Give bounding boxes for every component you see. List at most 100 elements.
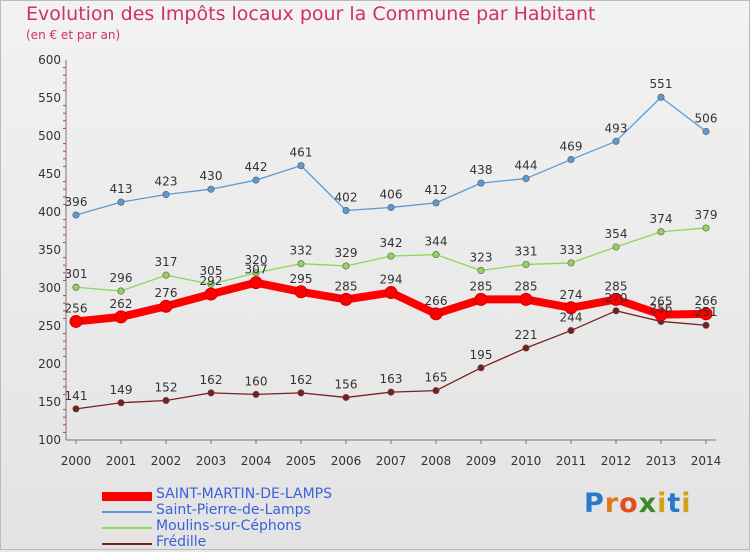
data-point (702, 321, 710, 329)
data-label: 270 (605, 291, 628, 305)
data-point (432, 199, 440, 207)
data-point (612, 137, 620, 145)
data-label: 295 (290, 272, 313, 286)
legend-swatch (102, 511, 152, 513)
data-label: 444 (515, 159, 538, 173)
data-point (117, 287, 125, 295)
data-point (564, 301, 578, 315)
logo-letter: o (619, 488, 639, 519)
data-label: 342 (380, 236, 403, 250)
data-point (477, 179, 485, 187)
logo-letter: P (584, 488, 605, 519)
legend-label: SAINT-MARTIN-DE-LAMPS (156, 486, 332, 502)
data-point (297, 389, 305, 397)
data-label: 274 (560, 288, 583, 302)
data-point (522, 344, 530, 352)
data-label: 438 (470, 163, 493, 177)
data-point (207, 280, 215, 288)
data-point (567, 156, 575, 164)
data-label: 344 (425, 235, 448, 249)
data-point (207, 185, 215, 193)
data-point (117, 198, 125, 206)
data-label: 265 (650, 295, 673, 309)
data-point (654, 308, 668, 322)
x-tick-label: 2006 (331, 454, 362, 468)
data-label: 374 (650, 212, 673, 226)
data-point (69, 314, 83, 328)
data-point (474, 292, 488, 306)
data-point (342, 262, 350, 270)
data-label: 301 (65, 267, 88, 281)
data-label: 493 (605, 121, 628, 135)
x-tick-label: 2010 (511, 454, 542, 468)
y-tick-label: 400 (38, 205, 61, 219)
x-tick-label: 2001 (106, 454, 137, 468)
data-label: 285 (335, 279, 358, 293)
chart-title: Evolution des Impôts locaux pour la Comm… (26, 3, 596, 25)
data-label: 323 (470, 251, 493, 265)
data-label: 305 (200, 264, 223, 278)
data-label: 256 (65, 301, 88, 315)
data-point (72, 283, 80, 291)
data-point (207, 389, 215, 397)
y-tick-label: 350 (38, 243, 61, 257)
data-label: 354 (605, 227, 628, 241)
data-point (117, 399, 125, 407)
logo-letter: i (657, 488, 668, 519)
data-point (162, 396, 170, 404)
data-point (567, 327, 575, 335)
data-label: 320 (245, 253, 268, 267)
data-label: 332 (290, 244, 313, 258)
data-point (72, 405, 80, 413)
data-label: 430 (200, 169, 223, 183)
data-label: 412 (425, 183, 448, 197)
data-point (567, 259, 575, 267)
data-label: 329 (335, 246, 358, 260)
data-label: 165 (425, 371, 448, 385)
data-point (384, 286, 398, 300)
x-tick-label: 2000 (61, 454, 92, 468)
data-label: 195 (470, 348, 493, 362)
data-label: 266 (425, 294, 448, 308)
data-label: 413 (110, 182, 133, 196)
data-point (519, 292, 533, 306)
data-point (252, 176, 260, 184)
data-label: 331 (515, 244, 538, 258)
data-label: 266 (695, 294, 718, 308)
y-tick-label: 500 (38, 129, 61, 143)
data-point (294, 285, 308, 299)
data-point (204, 287, 218, 301)
data-point (159, 299, 173, 313)
data-label: 152 (155, 380, 178, 394)
data-point (609, 292, 623, 306)
legend-swatch (102, 527, 152, 529)
x-tick-label: 2007 (376, 454, 407, 468)
proxiti-logo: Proxiti (584, 488, 692, 519)
chart-axes: 100 150 200 250 300 350 400 450 500 550 600 2000 200… (38, 53, 721, 468)
data-point (612, 307, 620, 315)
chart-subtitle: (en € et par an) (26, 28, 121, 42)
y-tick-label: 450 (38, 167, 61, 181)
data-label: 162 (290, 373, 313, 387)
data-point (297, 162, 305, 170)
y-tick-label: 100 (38, 433, 61, 447)
data-label: 221 (515, 328, 538, 342)
data-point (342, 206, 350, 214)
chart-lines (69, 93, 713, 413)
data-label: 251 (695, 305, 718, 319)
legend-swatch (102, 543, 152, 545)
data-point (162, 271, 170, 279)
y-tick-label: 250 (38, 319, 61, 333)
data-point (114, 310, 128, 324)
data-label: 333 (560, 243, 583, 257)
data-label: 163 (380, 372, 403, 386)
data-label: 307 (245, 263, 268, 277)
data-label: 285 (605, 279, 628, 293)
legend-label: Saint-Pierre-de-Lamps (156, 502, 311, 518)
y-tick-label: 300 (38, 281, 61, 295)
legend-label: Frédille (156, 534, 207, 550)
data-label: 317 (155, 255, 178, 269)
data-label: 461 (290, 146, 313, 160)
data-point (387, 203, 395, 211)
